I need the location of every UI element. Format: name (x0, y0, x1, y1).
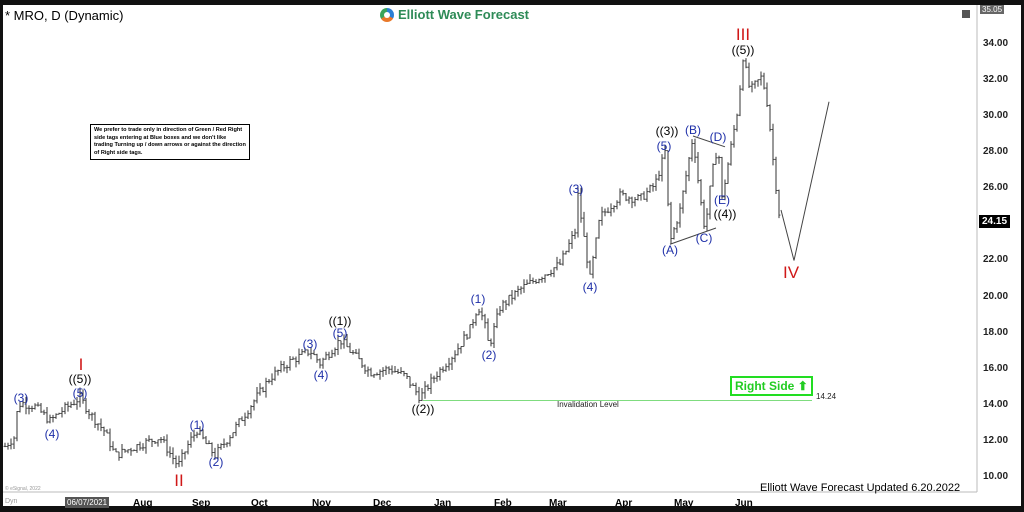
price-tick: 28.00 (983, 146, 1009, 158)
wave-label: (E) (714, 192, 730, 207)
right-side-tag: Right Side ⬆ (730, 376, 813, 396)
brand-logo: Elliott Wave Forecast (380, 7, 529, 22)
price-tick: 14.00 (983, 398, 1009, 410)
price-tick: 32.00 (983, 74, 1009, 86)
brand-name: Elliott Wave Forecast (398, 7, 529, 22)
wave-label: (3) (13, 391, 29, 406)
up-arrow-icon: ⬆ (797, 379, 808, 393)
updated-note: Elliott Wave Forecast Updated 6.20.2022 (760, 482, 961, 494)
projection-path (780, 101, 830, 261)
time-tick: May (674, 498, 694, 509)
time-tick: Dec (373, 498, 392, 509)
invalidation-label: Invalidation Level (557, 400, 619, 409)
time-tick: Jan (434, 498, 452, 509)
price-tick: 26.00 (983, 182, 1009, 194)
wave-label: (3) (302, 337, 318, 352)
wave-trendlines (669, 135, 726, 245)
chart-settings-icon[interactable] (962, 10, 970, 18)
right-side-label: Right Side (735, 379, 795, 393)
price-tick: 12.00 (983, 434, 1009, 446)
wave-label: (B) (685, 122, 701, 137)
wave-label: (D) (709, 129, 727, 144)
wave-label: (4) (44, 427, 60, 442)
chart-title: * MRO, D (Dynamic) (5, 8, 124, 23)
wave-label: ((1)) (328, 313, 352, 328)
wave-label: (3) (568, 182, 584, 197)
wave-label: (1) (189, 418, 205, 433)
wave-label: (4) (313, 367, 329, 382)
wave-label: (2) (208, 454, 224, 469)
chart-frame (3, 5, 1021, 506)
disclaimer-note: We prefer to trade only in direction of … (90, 124, 250, 161)
time-tick: Nov (312, 498, 331, 509)
price-tick: 10.00 (983, 470, 1009, 482)
price-tick: 20.00 (983, 290, 1009, 302)
time-tick: Jun (735, 498, 753, 509)
wave-label: (A) (662, 243, 678, 258)
time-tick: Sep (192, 498, 211, 509)
last-price-tag: 24.15 (979, 215, 1011, 228)
wave-label: ((2)) (411, 402, 435, 417)
ewf-logo-icon (380, 7, 394, 22)
ohlc-bars (3, 58, 781, 469)
copyright: © eSignal, 2022 (5, 486, 41, 492)
wave-label: (5) (72, 385, 88, 400)
wave-label: ((3)) (655, 124, 679, 139)
time-tick: Apr (615, 498, 633, 509)
price-tick: 34.00 (983, 38, 1009, 49)
start-date-chip: 06/07/2021 (65, 497, 110, 508)
price-tick: 16.00 (983, 362, 1009, 374)
price-tick: 18.00 (983, 326, 1009, 338)
top-price-tag: 35.05 (980, 5, 1005, 14)
wave-label: IV (782, 263, 800, 283)
wave-label: II (174, 470, 184, 490)
wave-label: (1) (470, 292, 486, 307)
wave-label: (C) (695, 230, 713, 245)
price-tick: 30.00 (983, 110, 1009, 122)
time-tick: Feb (494, 498, 512, 509)
time-tick: Aug (133, 498, 153, 509)
wave-label: III (735, 24, 751, 44)
wave-label: I (78, 355, 84, 375)
time-tick: Mar (549, 498, 567, 509)
wave-label: ((5)) (731, 43, 755, 58)
invalidation-value: 14.24 (816, 392, 837, 401)
wave-label: (2) (481, 348, 497, 363)
time-tick: Oct (251, 498, 268, 509)
wave-label: (5) (332, 326, 348, 341)
price-tick: 22.00 (983, 254, 1009, 266)
wave-label: (5) (656, 138, 672, 153)
wave-label: ((5)) (68, 371, 92, 386)
dyn-toggle[interactable]: Dyn (5, 498, 18, 505)
wave-label: ((4)) (713, 207, 737, 222)
wave-label: (4) (582, 279, 598, 294)
